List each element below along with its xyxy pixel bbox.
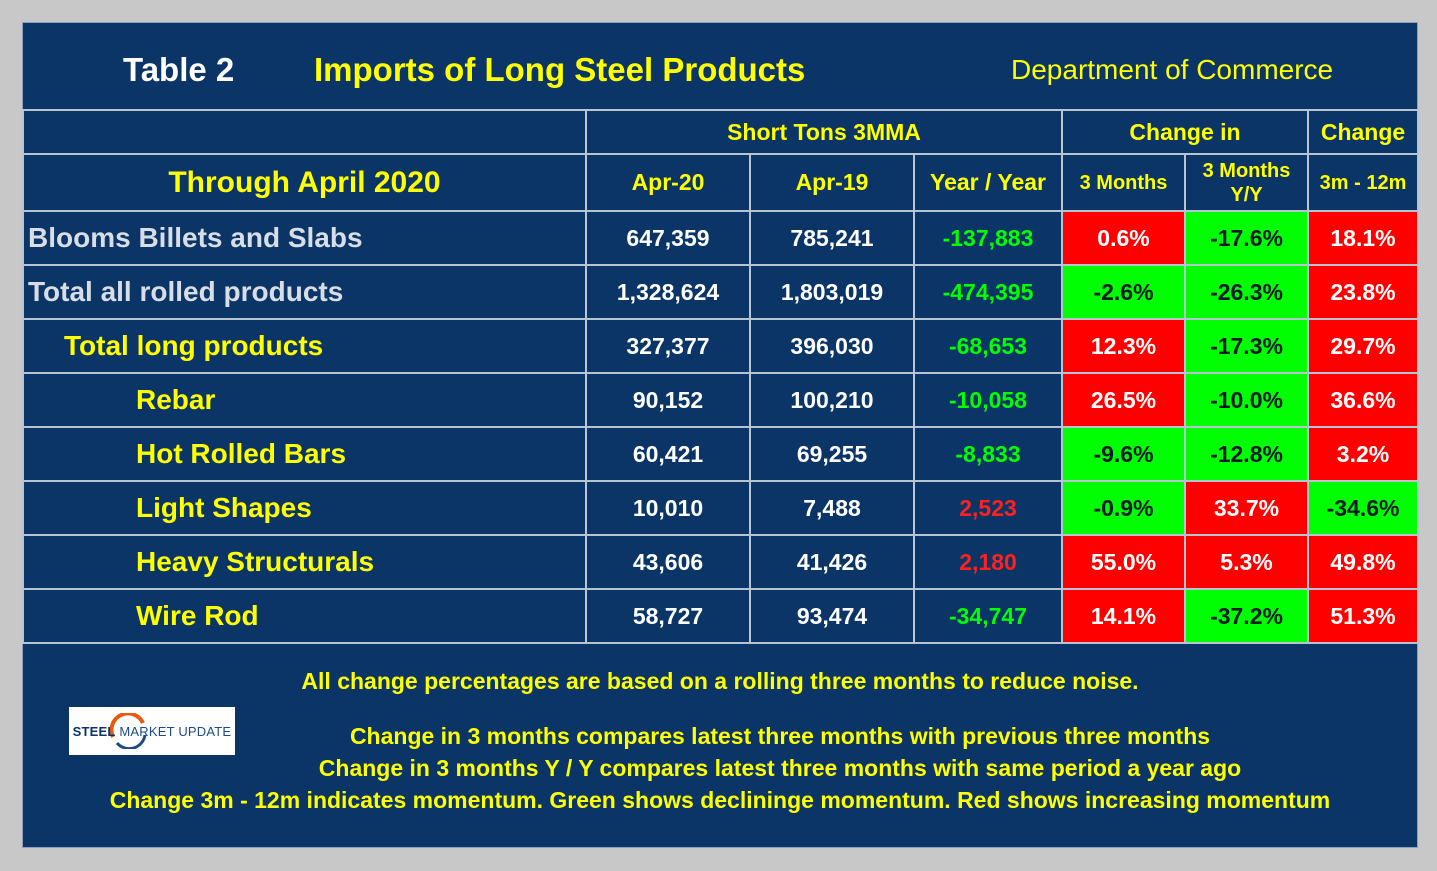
header-apr20: Apr-20: [585, 153, 751, 212]
cell-momentum: 18.1%: [1307, 210, 1419, 266]
header-row-columns: Through April 2020 Apr-20 Apr-19 Year / …: [22, 153, 1419, 212]
logo-text-market-update: MARKET UPDATE: [119, 723, 232, 739]
header-change: Change: [1307, 109, 1419, 155]
cell-chg3m-yy: 33.7%: [1184, 480, 1309, 536]
table-row: Total all rolled products 1,328,624 1,803,…: [22, 264, 1419, 320]
header-blank-cell: [22, 109, 587, 155]
note-momentum: Change 3m - 12m indicates momentum. Gree…: [109, 787, 1331, 813]
cell-yoy: 2,523: [913, 480, 1063, 536]
cell-yoy: -137,883: [913, 210, 1063, 266]
imports-table: Short Tons 3MMA Change in Change Through…: [22, 109, 1419, 644]
cell-momentum: 23.8%: [1307, 264, 1419, 320]
table-row: Blooms Billets and Slabs 647,359 785,241 -1…: [22, 210, 1419, 266]
cell-yoy: -474,395: [913, 264, 1063, 320]
cell-yoy: 2,180: [913, 534, 1063, 590]
cell-chg3m: 55.0%: [1061, 534, 1186, 590]
header-3-months-yy-line1: 3 Months: [1202, 159, 1291, 182]
cell-chg3m: -9.6%: [1061, 426, 1186, 482]
table-row: Total long products 327,377 396,030 -68,653…: [22, 318, 1419, 374]
cell-chg3m: 26.5%: [1061, 372, 1186, 428]
cell-apr19: 396,030: [749, 318, 915, 374]
header-short-tons: Short Tons 3MMA: [585, 109, 1063, 155]
cell-momentum: -34.6%: [1307, 480, 1419, 536]
cell-chg3m: -0.9%: [1061, 480, 1186, 536]
cell-apr20: 327,377: [585, 318, 751, 374]
cell-yoy: -8,833: [913, 426, 1063, 482]
logo-text-steel: STEEL: [72, 723, 116, 739]
cell-chg3m-yy: 5.3%: [1184, 534, 1309, 590]
row-label: Wire Rod: [22, 588, 587, 644]
cell-chg3m-yy: -37.2%: [1184, 588, 1309, 644]
cell-apr20: 60,421: [585, 426, 751, 482]
cell-apr20: 1,328,624: [585, 264, 751, 320]
table-row: Hot Rolled Bars 60,421 69,255 -8,833 -9.6% -1…: [22, 426, 1419, 482]
note-3-months-yy: Change in 3 months Y / Y compares latest…: [318, 755, 1242, 781]
cell-chg3m: 0.6%: [1061, 210, 1186, 266]
cell-apr19: 93,474: [749, 588, 915, 644]
cell-chg3m-yy: -10.0%: [1184, 372, 1309, 428]
row-label: Total long products: [22, 318, 587, 374]
cell-apr19: 785,241: [749, 210, 915, 266]
cell-momentum: 51.3%: [1307, 588, 1419, 644]
cell-momentum: 49.8%: [1307, 534, 1419, 590]
cell-yoy: -34,747: [913, 588, 1063, 644]
cell-chg3m-yy: -17.6%: [1184, 210, 1309, 266]
row-label: Rebar: [22, 372, 587, 428]
cell-chg3m: 14.1%: [1061, 588, 1186, 644]
cell-chg3m-yy: -17.3%: [1184, 318, 1309, 374]
note-3-months: Change in 3 months compares latest three…: [349, 723, 1211, 749]
cell-apr20: 10,010: [585, 480, 751, 536]
table-label: Table 2: [123, 51, 235, 88]
table-row: Light Shapes 10,010 7,488 2,523 -0.9% 33.7% -3…: [22, 480, 1419, 536]
row-label: Blooms Billets and Slabs: [22, 210, 587, 266]
row-label: Hot Rolled Bars: [22, 426, 587, 482]
cell-momentum: 36.6%: [1307, 372, 1419, 428]
header-apr19: Apr-19: [749, 153, 915, 212]
table-row: Wire Rod 58,727 93,474 -34,747 14.1% -37.2% 51…: [22, 588, 1419, 644]
cell-apr20: 647,359: [585, 210, 751, 266]
table-row: Rebar 90,152 100,210 -10,058 26.5% -10.0% 36.6…: [22, 372, 1419, 428]
row-label: Heavy Structurals: [22, 534, 587, 590]
cell-yoy: -10,058: [913, 372, 1063, 428]
table-row: Heavy Structurals 43,606 41,426 2,180 55.0% 5…: [22, 534, 1419, 590]
cell-momentum: 3.2%: [1307, 426, 1419, 482]
cell-momentum: 29.7%: [1307, 318, 1419, 374]
header-change-in: Change in: [1061, 109, 1309, 155]
header-momentum: 3m - 12m: [1307, 153, 1419, 212]
header-3-months-yy-line2: Y/Y: [1230, 183, 1263, 206]
cell-apr20: 90,152: [585, 372, 751, 428]
cell-apr20: 58,727: [585, 588, 751, 644]
swoosh-icon: [109, 713, 147, 749]
cell-apr19: 100,210: [749, 372, 915, 428]
row-label: Light Shapes: [22, 480, 587, 536]
source-label: Department of Commerce: [1011, 54, 1334, 85]
header-yoy: Year / Year: [913, 153, 1063, 212]
cell-apr20: 43,606: [585, 534, 751, 590]
note-rolling: All change percentages are based on a ro…: [301, 668, 1139, 694]
header-3-months-yy: 3 Months Y/Y: [1184, 153, 1309, 212]
cell-apr19: 69,255: [749, 426, 915, 482]
table-title: Imports of Long Steel Products: [314, 51, 806, 88]
cell-chg3m: -2.6%: [1061, 264, 1186, 320]
steel-market-update-logo: STEEL MARKET UPDATE: [69, 707, 235, 755]
cell-chg3m-yy: -26.3%: [1184, 264, 1309, 320]
header-row-group: Short Tons 3MMA Change in Change: [22, 109, 1419, 155]
cell-yoy: -68,653: [913, 318, 1063, 374]
cell-apr19: 1,803,019: [749, 264, 915, 320]
header-period: Through April 2020: [22, 153, 587, 212]
cell-apr19: 41,426: [749, 534, 915, 590]
cell-chg3m-yy: -12.8%: [1184, 426, 1309, 482]
header-3-months: 3 Months: [1061, 153, 1186, 212]
cell-chg3m: 12.3%: [1061, 318, 1186, 374]
cell-apr19: 7,488: [749, 480, 915, 536]
row-label: Total all rolled products: [22, 264, 587, 320]
